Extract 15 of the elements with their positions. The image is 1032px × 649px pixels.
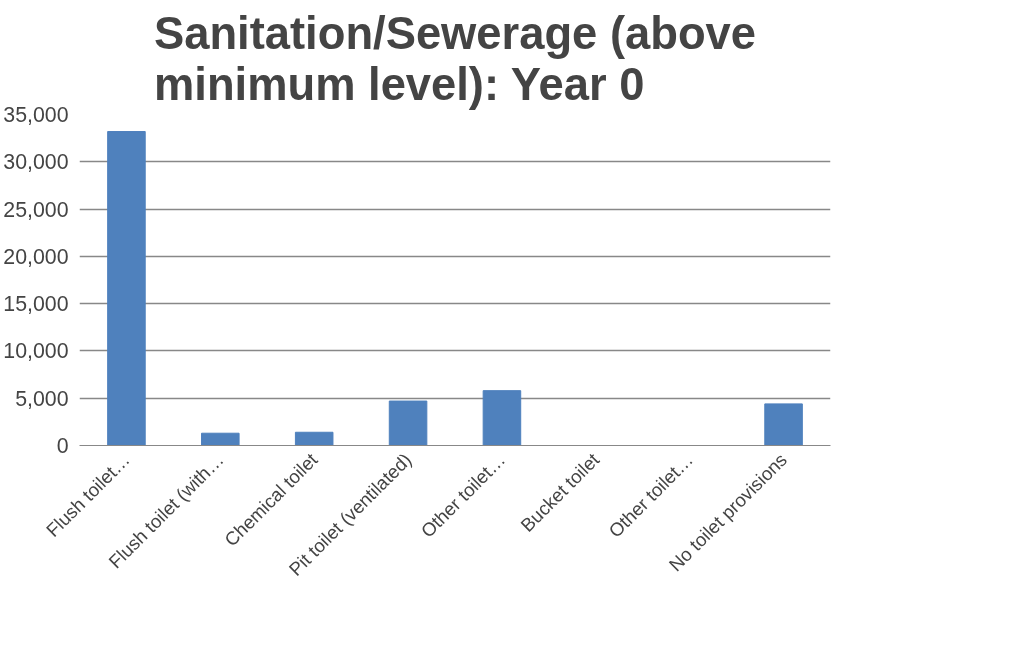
y-tick-label: 0	[56, 434, 69, 458]
y-tick-label: 5,000	[15, 386, 69, 411]
chart-title: Sanitation/Sewerage (above minimum level): Year 0	[153, 7, 757, 110]
y-tick-label: 20,000	[3, 244, 69, 269]
bar	[201, 432, 240, 446]
bar	[294, 431, 334, 446]
y-tick-label: 15,000	[3, 292, 69, 317]
bar	[482, 390, 522, 446]
y-tick-label: 35,000	[3, 103, 69, 127]
bar	[764, 403, 803, 446]
bar	[107, 131, 146, 446]
y-tick-label: 30,000	[3, 150, 69, 175]
bar	[388, 400, 428, 446]
y-tick-label: 10,000	[3, 339, 69, 364]
y-tick-label: 25,000	[3, 197, 69, 222]
